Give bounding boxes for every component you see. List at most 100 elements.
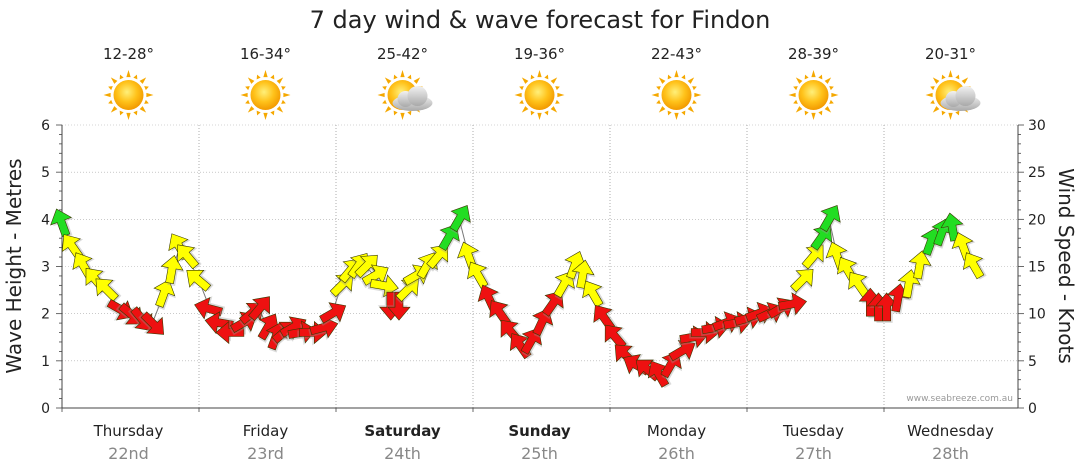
sun-ray xyxy=(537,70,542,78)
sun-ray xyxy=(818,74,823,80)
right-tick-label: 10 xyxy=(1028,307,1046,323)
sun-ray xyxy=(658,77,666,84)
day-date: 26th xyxy=(658,444,695,463)
wind-arrow xyxy=(819,205,841,235)
sun-ray xyxy=(519,99,524,104)
wind-arrow-shape xyxy=(962,252,985,280)
sun-ray xyxy=(656,99,661,104)
right-tick-label: 30 xyxy=(1028,118,1046,134)
temp-range: 25-42° xyxy=(377,45,428,63)
sun-icon xyxy=(103,70,154,120)
wind-arrow xyxy=(438,223,461,254)
sun-ray xyxy=(811,70,816,78)
day-date: 27th xyxy=(795,444,832,463)
weather-icon xyxy=(788,70,839,120)
sun-ray xyxy=(941,110,946,116)
sun-ray xyxy=(687,106,695,113)
wind-arrow-shape xyxy=(777,292,808,316)
temp-range: 22-43° xyxy=(651,45,702,63)
wind-arrow-shape xyxy=(571,259,595,289)
wind-arrow-shape xyxy=(520,327,542,355)
right-tick-label: 15 xyxy=(1028,260,1046,276)
wind-arrow xyxy=(962,252,987,280)
right-tick-labels: 0 5 10 15 20 25 30 xyxy=(1028,118,1046,417)
sun-ray xyxy=(139,106,147,113)
wind-arrow xyxy=(215,319,246,345)
sun-ray xyxy=(110,106,118,113)
sun-ray xyxy=(263,70,268,78)
sun-ray xyxy=(281,86,286,91)
wind-arrow xyxy=(248,296,270,324)
sun-ray xyxy=(108,99,113,104)
wind-arrow xyxy=(467,261,491,290)
sun-ray xyxy=(687,77,695,84)
sun-ray xyxy=(283,92,291,98)
sun-ray xyxy=(930,99,935,104)
day-labels: Thursday 22nd Friday 23rd Saturday 24th Sunday… xyxy=(93,422,994,463)
sun-ray xyxy=(544,74,549,80)
left-tick-label: 6 xyxy=(41,118,50,134)
day-date: 28th xyxy=(932,444,969,463)
sun-ray xyxy=(384,106,392,113)
sun-ray xyxy=(955,74,960,80)
temp-range: 19-36° xyxy=(514,45,565,63)
sun-ray xyxy=(276,77,284,84)
wind-arrow xyxy=(541,290,564,320)
wind-arrow xyxy=(801,244,824,272)
wind-arrow-shape xyxy=(438,223,460,252)
wind-arrow-shape xyxy=(248,296,270,322)
wind-arrow-shape xyxy=(177,244,200,270)
right-tick-label: 5 xyxy=(1028,354,1037,370)
sun-icon xyxy=(651,70,702,120)
sun-ray xyxy=(656,86,661,91)
sun-ray xyxy=(521,106,529,113)
left-axis-label: Wave Height - Metres xyxy=(2,158,26,373)
sun-ray xyxy=(382,99,387,104)
wind-arrow xyxy=(186,269,214,292)
sun-ray xyxy=(400,70,405,78)
sun-ray xyxy=(276,106,284,113)
sun-ray xyxy=(393,74,398,80)
weather-icon xyxy=(103,70,154,120)
wind-arrow-shape xyxy=(194,296,223,320)
sun-ray xyxy=(108,86,113,91)
sun-disc xyxy=(250,80,281,110)
sun-ray xyxy=(694,92,702,98)
sun-ray xyxy=(674,70,679,78)
wind-arrow xyxy=(160,254,185,287)
sun-ray xyxy=(667,110,672,116)
wind-arrow xyxy=(790,268,814,295)
sun-ray xyxy=(824,77,832,84)
temp-range: 28-39° xyxy=(788,45,839,63)
wind-arrow-shape xyxy=(467,261,489,289)
right-tick-label: 0 xyxy=(1028,401,1037,417)
sun-ray xyxy=(382,86,387,91)
wind-arrow xyxy=(95,278,122,302)
day-name: Sunday xyxy=(508,422,571,440)
wind-arrow-shape xyxy=(449,205,471,233)
wind-arrow-shape xyxy=(130,306,153,332)
wind-arrow-shape xyxy=(319,302,347,324)
sun-ray xyxy=(245,99,250,104)
sun-ray xyxy=(413,77,421,84)
left-tick-label: 3 xyxy=(41,260,50,276)
wind-arrow-shape xyxy=(541,290,564,317)
day-date: 22nd xyxy=(108,444,149,463)
sun-ray xyxy=(514,92,522,98)
sun-ray xyxy=(139,77,147,84)
wind-arrow-shape xyxy=(153,279,176,308)
sun-ray xyxy=(788,92,796,98)
sun-ray xyxy=(400,112,405,120)
sun-ray xyxy=(144,99,149,104)
day-date: 24th xyxy=(384,444,421,463)
wind-arrow-shape xyxy=(668,339,696,362)
wind-arrow xyxy=(395,278,419,305)
sun-ray xyxy=(824,106,832,113)
day-name: Saturday xyxy=(364,422,441,440)
sun-ray xyxy=(126,112,131,120)
sun-ray xyxy=(818,110,823,116)
sun-ray xyxy=(537,112,542,120)
sun-ray xyxy=(133,74,138,80)
sun-ray xyxy=(804,110,809,116)
